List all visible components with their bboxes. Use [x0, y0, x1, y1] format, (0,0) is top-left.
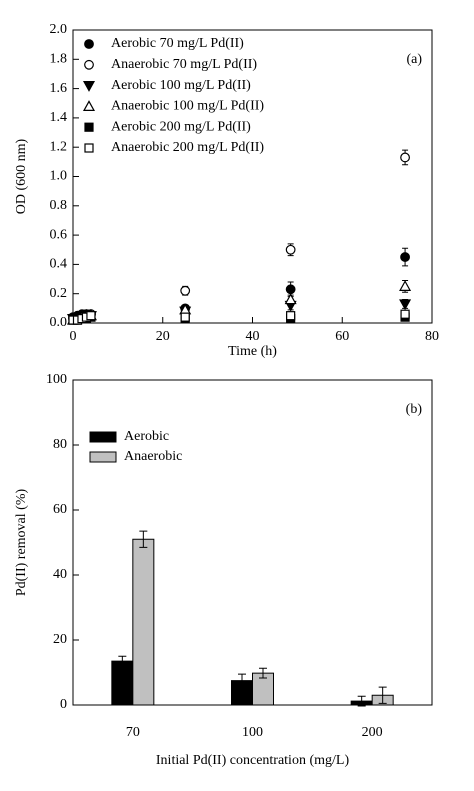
legend-marker [84, 122, 94, 132]
legend-marker [82, 81, 96, 92]
x-tick-label: 80 [425, 329, 439, 344]
y-tick-label: 0.2 [50, 286, 68, 301]
marker [285, 284, 296, 295]
legend-label: Aerobic 70 mg/L Pd(II) [111, 36, 244, 51]
y-tick-label: 0.0 [50, 315, 68, 330]
y-tick-label: 1.8 [50, 52, 68, 67]
y-tick-label: 0 [60, 697, 67, 712]
x-tick-label: 200 [362, 725, 383, 740]
x-tick-label: 60 [335, 329, 349, 344]
y-axis-label: OD (600 nm) [14, 138, 29, 214]
legend-label: Aerobic [124, 429, 169, 444]
legend-marker [84, 59, 94, 70]
legend-marker [84, 143, 94, 153]
legend-label: Aerobic 100 mg/L Pd(II) [111, 78, 251, 93]
marker [286, 311, 296, 321]
y-tick-label: 80 [53, 437, 67, 452]
legend-marker [82, 100, 96, 111]
legend-marker [84, 39, 94, 49]
x-tick-label: 100 [242, 725, 263, 740]
legend-label: Anaerobic 200 mg/L Pd(II) [111, 140, 264, 155]
plot-frame [72, 29, 433, 324]
panel-label: (b) [406, 402, 423, 417]
y-tick-label: 1.2 [50, 139, 68, 154]
y-tick-label: 1.0 [50, 169, 68, 184]
legend-swatch [89, 451, 117, 463]
legend-label: Anaerobic 70 mg/L Pd(II) [111, 57, 257, 72]
marker [285, 244, 296, 255]
y-tick-label: 60 [53, 502, 67, 517]
y-tick-label: 0.8 [50, 198, 68, 213]
marker [180, 312, 190, 322]
legend-swatch [89, 431, 117, 443]
marker [399, 280, 412, 291]
marker [180, 285, 191, 296]
y-tick-label: 1.4 [50, 110, 68, 125]
marker [284, 293, 297, 305]
x-tick-label: 20 [156, 329, 170, 344]
marker [400, 252, 410, 262]
panel-label: (a) [406, 52, 422, 67]
x-axis-label: Time (h) [228, 344, 277, 359]
marker [399, 299, 412, 311]
error-bar [118, 655, 127, 667]
y-tick-label: 2.0 [50, 22, 68, 37]
marker [400, 309, 410, 319]
marker [86, 311, 96, 321]
y-tick-label: 100 [46, 372, 67, 387]
legend-label: Aerobic 200 mg/L Pd(II) [111, 119, 251, 134]
error-bar [378, 686, 387, 704]
x-tick-label: 70 [126, 725, 140, 740]
x-tick-label: 40 [246, 329, 260, 344]
y-tick-label: 0.6 [50, 227, 68, 242]
y-tick-label: 40 [53, 567, 67, 582]
error-bar [259, 667, 267, 679]
y-axis-label: Pd(II) removal (%) [14, 489, 29, 597]
bar [111, 660, 134, 706]
bar [132, 538, 155, 706]
error-bar [238, 673, 246, 688]
error-bar [357, 695, 366, 707]
x-tick-label: 0 [70, 329, 77, 344]
y-tick-label: 0.4 [50, 257, 68, 272]
error-bar [139, 530, 148, 548]
marker [400, 152, 410, 163]
legend-label: Anaerobic 100 mg/L Pd(II) [111, 99, 264, 114]
x-axis-label: Initial Pd(II) concentration (mg/L) [156, 753, 350, 768]
legend-label: Anaerobic [124, 449, 182, 464]
y-tick-label: 1.6 [50, 81, 68, 96]
y-tick-label: 20 [53, 632, 67, 647]
